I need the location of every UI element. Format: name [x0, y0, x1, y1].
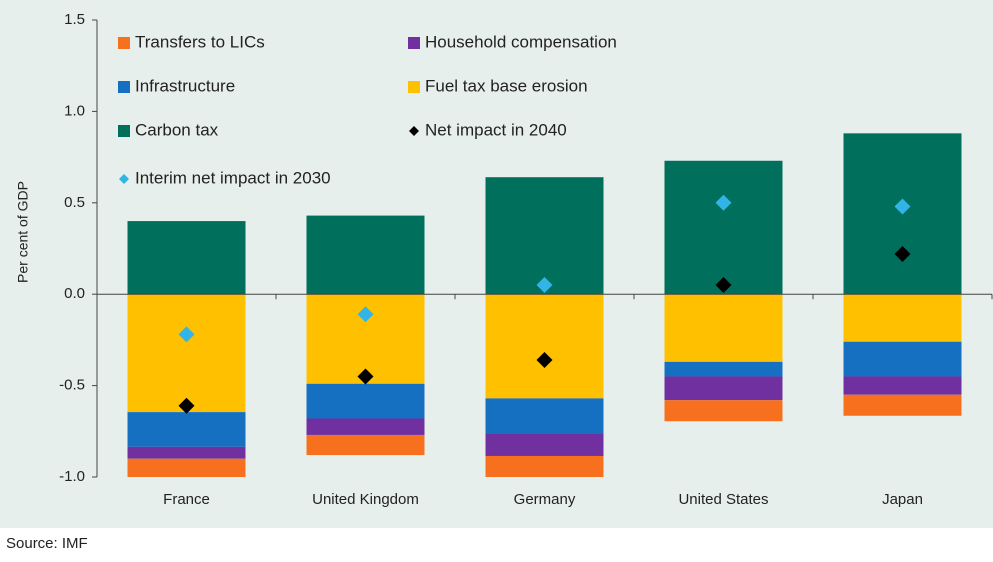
legend-swatch	[118, 37, 130, 49]
bar-segment	[127, 221, 246, 295]
x-tick-label: United States	[678, 491, 768, 508]
marker	[357, 368, 374, 385]
y-tick-label: 1.5	[64, 11, 85, 28]
y-tick-label: 0.0	[64, 285, 85, 302]
bar-segment	[664, 376, 783, 401]
bar-segment	[664, 361, 783, 377]
x-tick-label: United Kingdom	[312, 491, 419, 508]
bar-segment	[306, 434, 425, 456]
x-tick-label: Germany	[514, 491, 576, 508]
bar-segment	[843, 394, 962, 416]
legend-label: Transfers to LICs	[135, 32, 265, 51]
legend-swatch	[118, 125, 130, 137]
bar-segment	[306, 215, 425, 295]
y-axis-label: Per cent of GDP	[15, 181, 31, 283]
bar-segment	[843, 294, 962, 342]
bar-segment	[485, 294, 604, 399]
y-tick-label: -0.5	[59, 377, 85, 394]
bar-segment	[843, 341, 962, 377]
bar-segment	[127, 458, 246, 477]
bar-segment	[843, 376, 962, 395]
source: Source: IMF	[6, 535, 88, 552]
legend-label: Interim net impact in 2030	[135, 168, 331, 187]
legend-swatch	[118, 81, 130, 93]
legend-swatch	[119, 174, 129, 184]
y-tick-label: 1.0	[64, 102, 85, 119]
legend-label: Household compensation	[425, 32, 617, 51]
bar-segment	[664, 400, 783, 422]
bar-segment	[306, 383, 425, 419]
bar-segment	[485, 398, 604, 434]
marker	[357, 306, 374, 323]
marker	[536, 352, 553, 369]
bar-segment	[306, 418, 425, 435]
bar-segment	[485, 433, 604, 456]
bar-segment	[485, 177, 604, 295]
x-tick-label: Japan	[882, 491, 923, 508]
bar-segment	[127, 446, 246, 459]
y-tick-label: -1.0	[59, 468, 85, 485]
marker	[894, 245, 911, 262]
bar-segment	[127, 294, 246, 413]
bar-segment	[664, 160, 783, 295]
legend-label: Infrastructure	[135, 76, 235, 95]
bar-segment	[127, 412, 246, 447]
bar-segment	[485, 455, 604, 477]
bar-segment	[664, 294, 783, 362]
legend-label: Carbon tax	[135, 120, 219, 139]
x-tick-label: France	[163, 491, 210, 508]
legend-swatch	[408, 37, 420, 49]
marker	[178, 397, 195, 414]
legend-label: Fuel tax base erosion	[425, 76, 588, 95]
marker	[894, 198, 911, 215]
marker	[715, 194, 732, 211]
marker	[536, 277, 553, 294]
y-tick-label: 0.5	[64, 194, 85, 211]
legend-swatch	[409, 126, 419, 136]
legend-swatch	[408, 81, 420, 93]
legend-label: Net impact in 2040	[425, 120, 567, 139]
marker	[178, 326, 195, 343]
marker	[715, 277, 732, 294]
